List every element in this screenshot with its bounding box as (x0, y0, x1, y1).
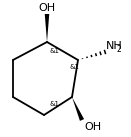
Text: &1: &1 (50, 48, 60, 54)
Text: OH: OH (38, 3, 56, 13)
Text: NH: NH (106, 41, 123, 51)
Text: &1: &1 (50, 101, 60, 107)
Text: 2: 2 (116, 45, 121, 54)
Polygon shape (45, 14, 49, 42)
Text: &1: &1 (69, 64, 79, 70)
Text: OH: OH (84, 122, 101, 132)
Polygon shape (72, 97, 84, 121)
